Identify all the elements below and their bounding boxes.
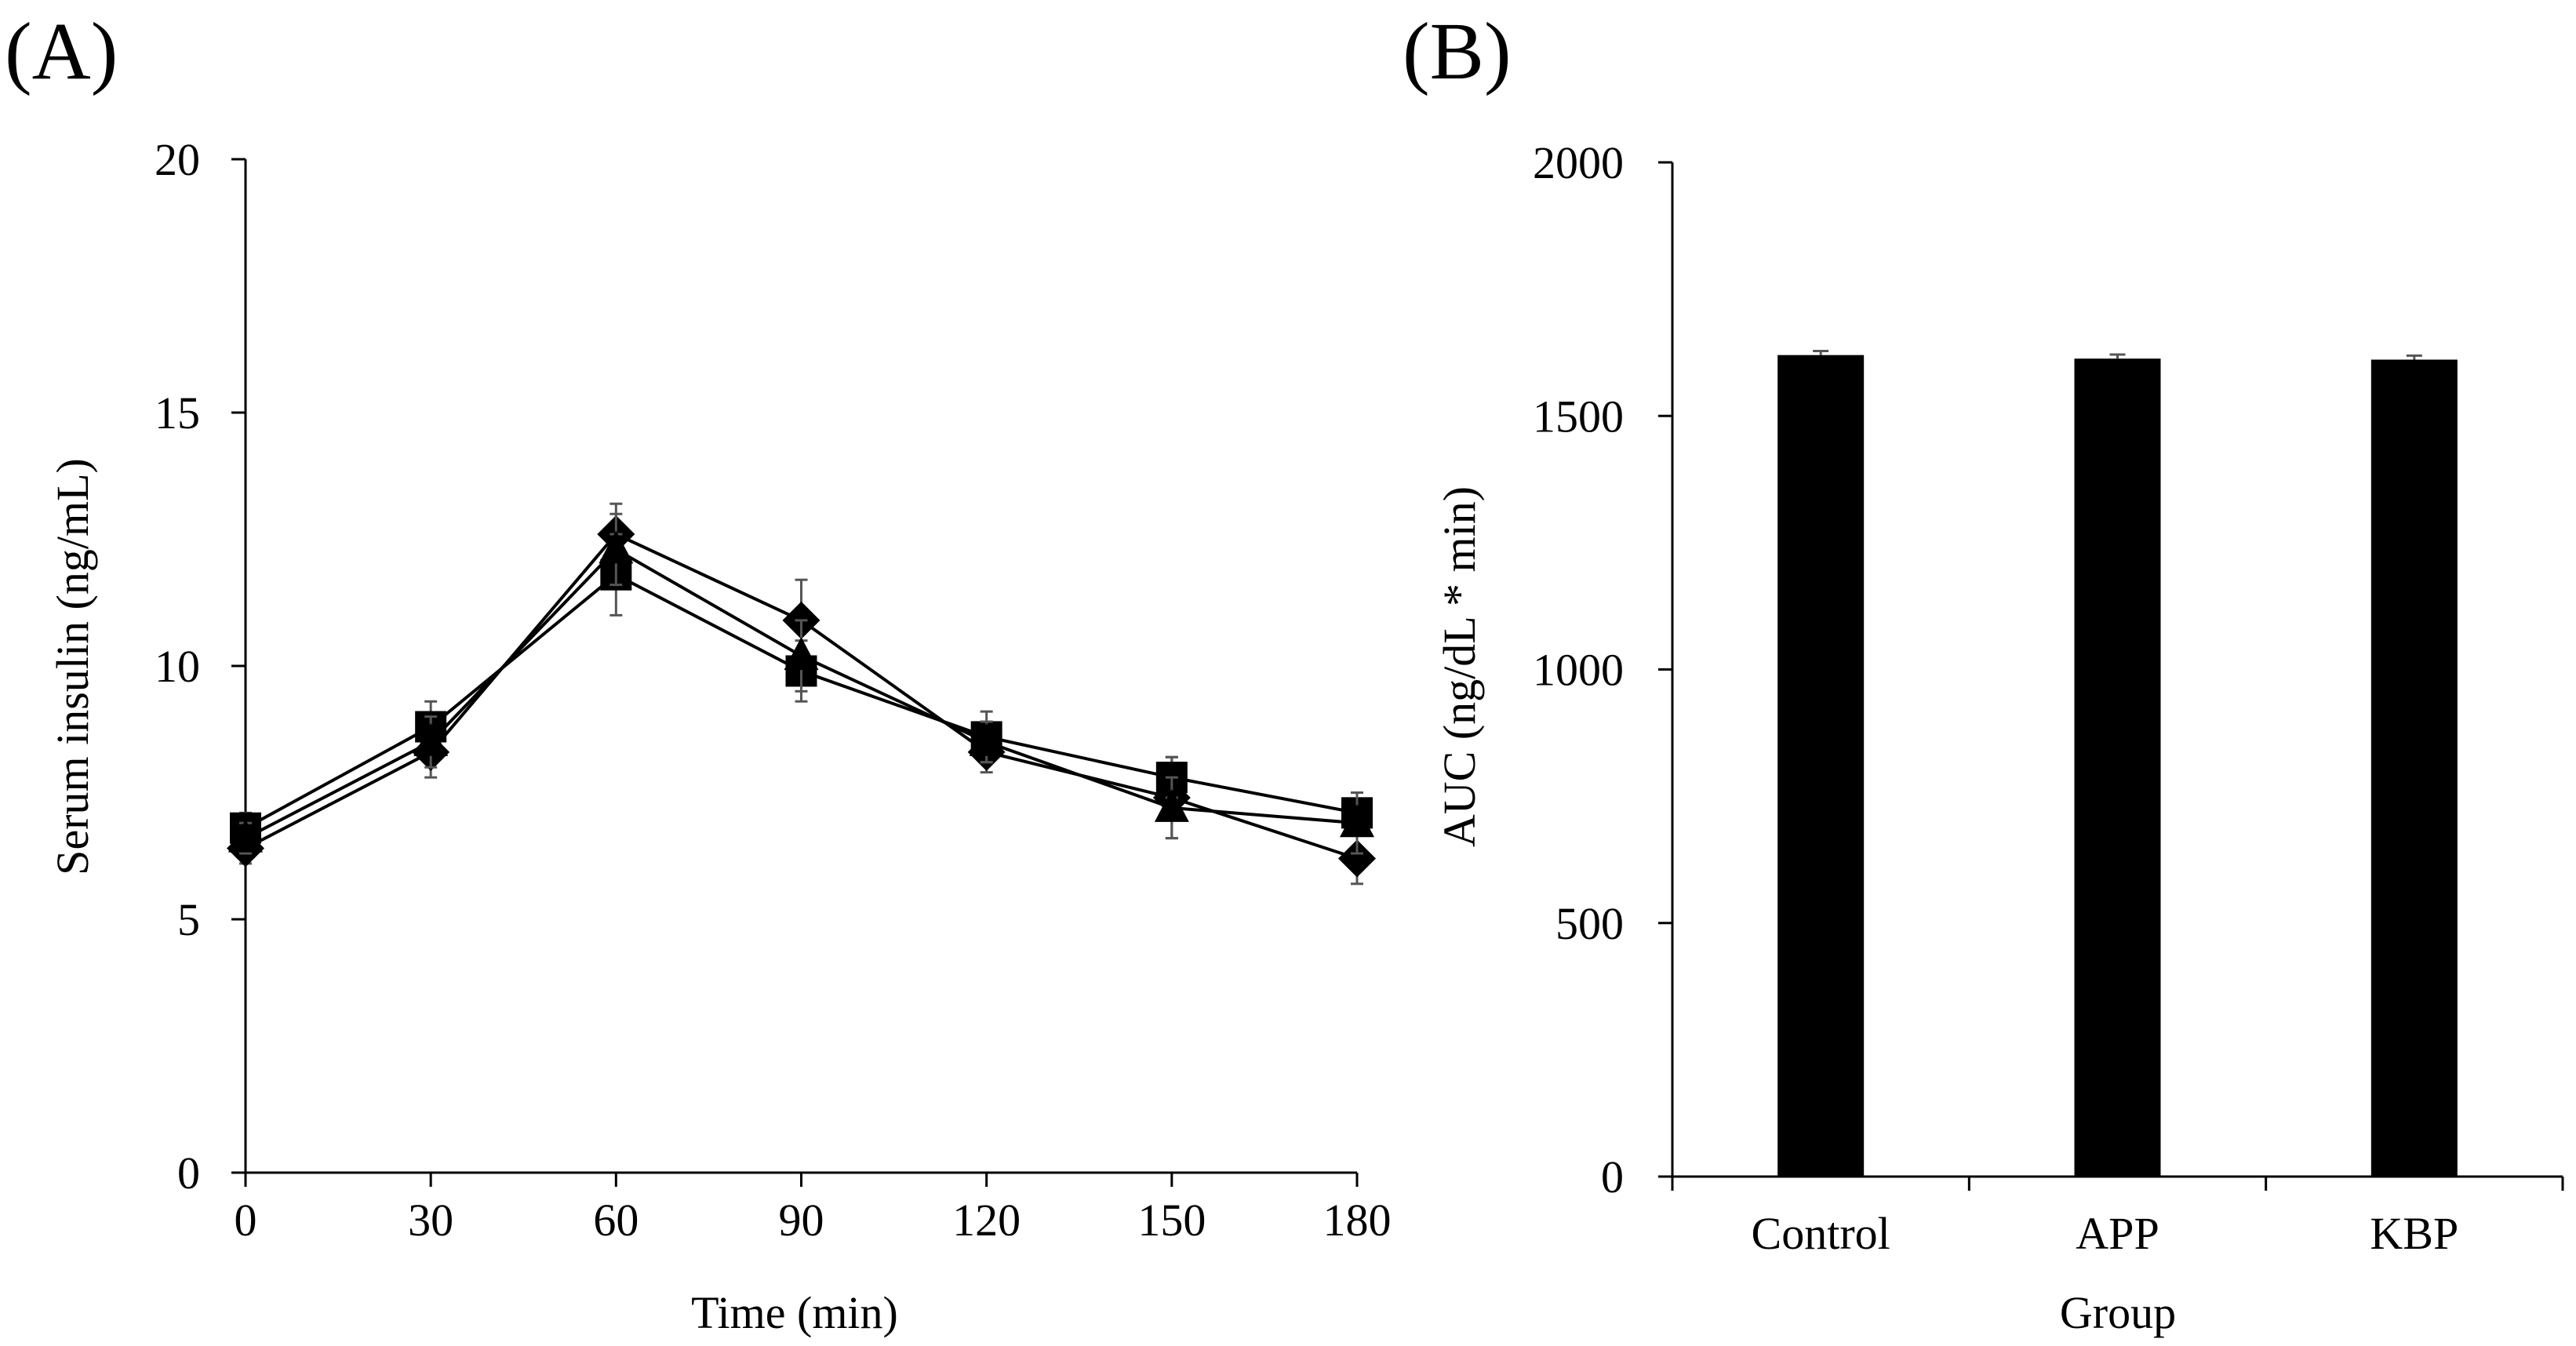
panel-b-category-label: KBP [2370,1208,2458,1259]
panel-b-y-axis-label: AUC (ng/dL * min) [1434,486,1485,847]
panel-b-y-tick-label: 0 [1601,1151,1624,1202]
point-marker-triangle [1340,804,1374,838]
panel-a-letter: (A) [5,6,118,96]
panel-a-y-axis-label: Serum insulin (ng/mL) [47,458,98,875]
panel-a-y-ticks: 0 5 10 15 20 [155,134,246,1199]
panel-a-x-tick-label: 150 [1137,1195,1206,1246]
panel-a-x-ticks: 0 30 60 90 120 150 180 [235,1173,1392,1246]
panel-a-x-axis-label: Time (min) [691,1287,898,1338]
panel-b-letter: (B) [1403,6,1512,96]
panel-b-y-tick-label: 1000 [1533,645,1624,696]
panel-a-x-tick-label: 60 [593,1195,639,1246]
panel-a-y-tick-label: 0 [177,1148,200,1199]
point-marker-triangle [413,722,449,756]
panel-a-x-tick-label: 180 [1323,1195,1392,1246]
panel-a-x-tick-label: 90 [779,1195,824,1246]
panel-a-x-tick-label: 0 [235,1195,257,1246]
point-marker-triangle [228,819,263,853]
panel-b-x-axis-label: Group [2060,1287,2176,1338]
point-marker-triangle [599,530,634,564]
panel-b-y-ticks: 0 500 1000 1500 2000 [1533,137,1672,1202]
panel-a-series-triangle [228,512,1374,855]
panel-b-y-tick-label: 2000 [1533,137,1624,188]
panel-a-series [227,502,1376,886]
panel-a-x-tick-label: 30 [408,1195,453,1246]
panel-a-x-tick-label: 120 [952,1195,1021,1246]
panel-b-bar-chart: (B) 0 500 1000 1500 2000 Control APP KBP Group… [1403,6,2564,1338]
panel-b-y-tick-label: 500 [1555,898,1624,949]
panel-b-y-tick-label: 1500 [1533,391,1624,442]
panel-a-line-chart: (A) 0 5 10 15 20 0 30 60 90 120 150 180 Time (min)… [5,6,1392,1338]
point-marker-triangle [784,637,819,671]
panel-a-y-tick-label: 10 [155,641,200,692]
panel-a-y-tick-label: 20 [155,134,200,185]
bar-kbp [2370,359,2458,1177]
point-marker-triangle [1154,788,1189,822]
panel-b-category-label: APP [2076,1208,2159,1259]
panel-b-category-label: Control [1752,1208,1890,1259]
panel-b-bars [1777,349,2458,1177]
point-marker-triangle [969,722,1004,756]
bar-app [2074,358,2161,1177]
panel-a-y-tick-label: 15 [155,387,200,438]
panel-b-x-ticks: Control APP KBP [1752,1208,2459,1259]
bar-control [1777,355,1865,1177]
panel-a-y-tick-label: 5 [177,894,200,945]
point-marker-diamond [1338,839,1376,878]
